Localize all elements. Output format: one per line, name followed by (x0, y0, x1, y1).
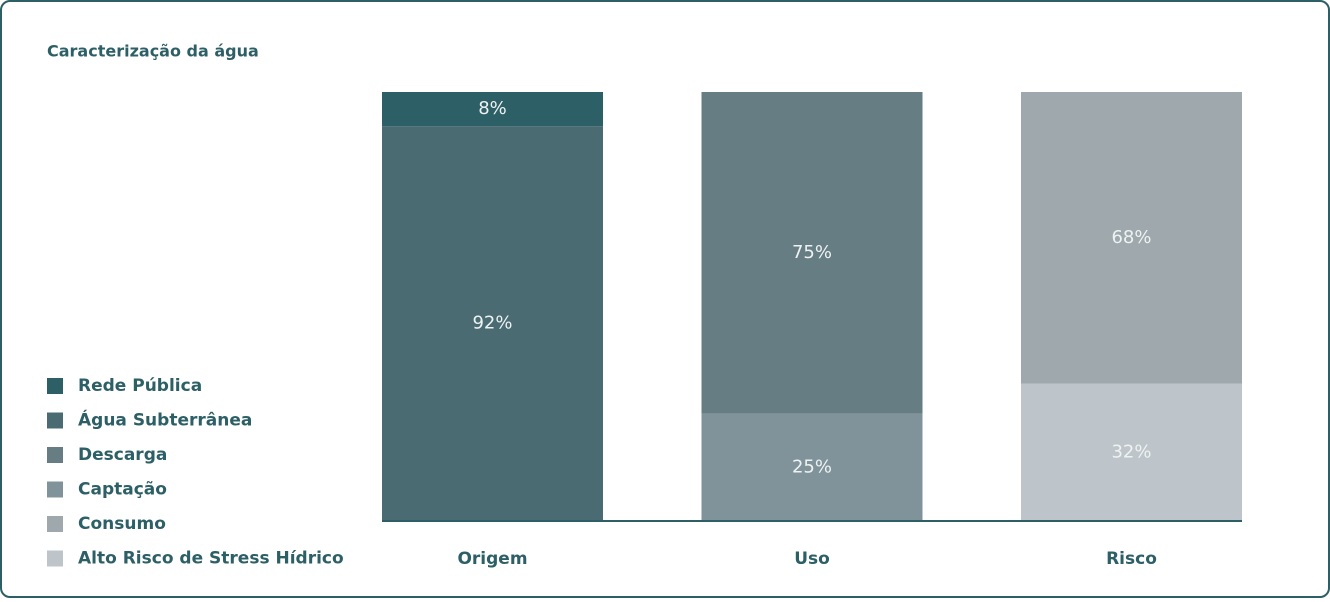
legend-label: Captação (78, 480, 167, 500)
x-tick-label: Risco (1106, 549, 1157, 569)
value-label: 32% (1111, 441, 1151, 462)
legend-label: Água Subterrânea (78, 409, 252, 431)
legend-swatch (47, 447, 63, 463)
x-tick-label: Uso (794, 549, 830, 569)
value-label: 68% (1111, 227, 1151, 248)
value-label: 8% (478, 98, 507, 119)
legend-label: Rede Pública (78, 376, 202, 396)
legend-label: Alto Risco de Stress Hídrico (78, 549, 344, 569)
chart-title: Caracterização da água (47, 42, 259, 61)
bar-segment (382, 92, 603, 127)
legend-swatch (47, 412, 63, 429)
legend-swatch (47, 516, 63, 532)
value-label: 75% (792, 242, 832, 263)
bar-segment (1021, 92, 1242, 384)
bar-segment (1021, 383, 1242, 521)
legend-label: Descarga (78, 445, 167, 465)
legend-label: Consumo (78, 514, 166, 534)
value-label: 25% (792, 456, 832, 477)
value-label: 92% (472, 313, 512, 334)
x-tick-label: Origem (457, 549, 527, 569)
bar-segment (701, 413, 923, 521)
legend-swatch (47, 481, 63, 498)
legend-swatch (47, 550, 63, 567)
bar-segment (382, 126, 603, 521)
bar-segment (701, 92, 923, 414)
legend-swatch (47, 378, 63, 394)
